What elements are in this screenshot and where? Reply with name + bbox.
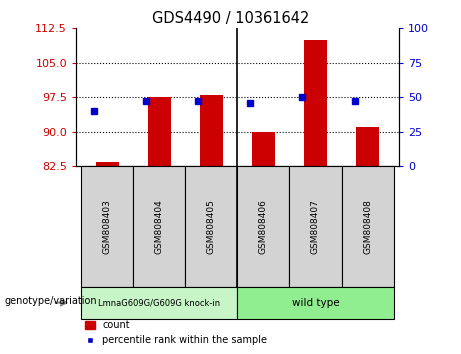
Bar — [185, 166, 237, 287]
Bar — [95, 162, 119, 166]
Text: GDS4490 / 10361642: GDS4490 / 10361642 — [152, 11, 309, 25]
Bar — [304, 40, 327, 166]
Bar — [148, 97, 171, 166]
Text: GSM808406: GSM808406 — [259, 199, 268, 254]
Bar — [200, 95, 223, 166]
Bar — [290, 166, 342, 287]
Text: GSM808407: GSM808407 — [311, 199, 320, 254]
Bar — [342, 166, 394, 287]
Bar — [237, 287, 394, 319]
Legend: count, percentile rank within the sample: count, percentile rank within the sample — [81, 316, 271, 349]
Bar — [81, 166, 133, 287]
Bar — [133, 166, 185, 287]
Text: LmnaG609G/G609G knock-in: LmnaG609G/G609G knock-in — [98, 298, 220, 307]
Text: genotype/variation: genotype/variation — [5, 296, 97, 306]
Bar — [356, 127, 379, 166]
Bar — [252, 132, 275, 166]
Text: wild type: wild type — [292, 298, 339, 308]
Text: GSM808408: GSM808408 — [363, 199, 372, 254]
Text: GSM808405: GSM808405 — [207, 199, 216, 254]
Bar — [81, 287, 237, 319]
Text: GSM808403: GSM808403 — [103, 199, 112, 254]
Text: GSM808404: GSM808404 — [155, 199, 164, 254]
Bar — [237, 166, 290, 287]
